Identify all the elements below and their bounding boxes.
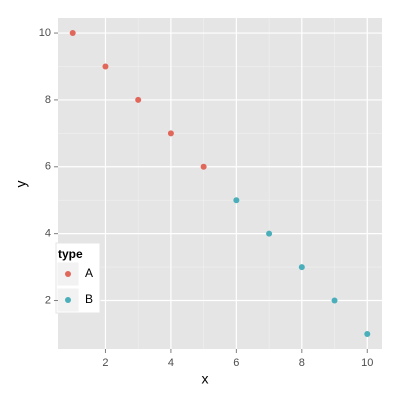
legend-marker — [65, 271, 71, 277]
point — [102, 63, 109, 70]
point — [200, 163, 207, 170]
legend-title: type — [58, 247, 83, 261]
y-tick-label: 2 — [45, 294, 51, 306]
grid — [58, 18, 382, 349]
legend-label: B — [85, 292, 93, 306]
y-axis-title: y — [13, 181, 29, 188]
legend: type AB — [55, 242, 101, 314]
point — [298, 264, 305, 271]
point — [331, 297, 338, 304]
panel — [58, 18, 382, 349]
x-axis-title: x — [202, 371, 209, 387]
point — [167, 130, 174, 137]
x-tick-label: 10 — [361, 357, 373, 369]
legend-marker — [65, 297, 71, 303]
point — [233, 197, 240, 204]
x-tick-label: 6 — [233, 357, 239, 369]
y-tick-label: 6 — [45, 161, 51, 173]
x-tick-label: 4 — [168, 357, 174, 369]
x-tick-label: 2 — [102, 357, 108, 369]
point — [266, 230, 273, 237]
x-tick-label: 8 — [299, 357, 305, 369]
point — [135, 96, 142, 103]
y-tick-label: 10 — [39, 27, 51, 39]
point — [69, 30, 76, 37]
points — [69, 30, 371, 337]
y-tick-label: 4 — [45, 228, 51, 240]
legend-label: A — [85, 266, 93, 280]
point — [364, 330, 371, 337]
y-tick-label: 8 — [45, 94, 51, 106]
